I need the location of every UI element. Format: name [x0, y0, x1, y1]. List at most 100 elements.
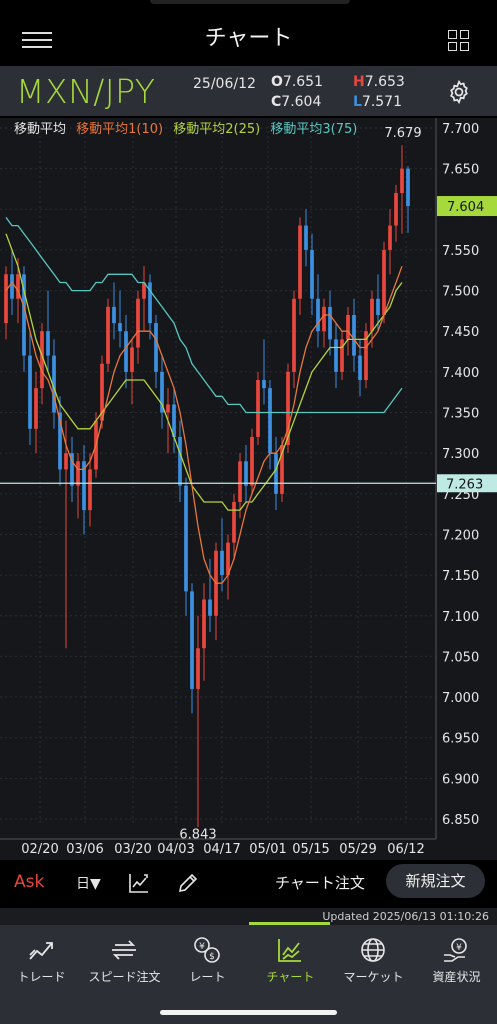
candlestick-chart[interactable]: 7.7007.6507.6007.5507.5007.4507.4007.350…: [0, 118, 497, 860]
candle-body: [388, 225, 392, 250]
page-title: チャート: [204, 26, 293, 51]
ma1-legend: 移動平均1(10): [76, 122, 164, 137]
chart-toolbar: Ask 日▼ チャート注文 新規注文: [0, 860, 497, 908]
tab-rate-label: レート: [189, 970, 226, 984]
candle-body: [220, 550, 224, 576]
candle-body: [58, 412, 62, 470]
candle-body: [238, 461, 242, 502]
high-price: H7.653: [353, 74, 405, 90]
tab-speed-order[interactable]: スピード注文: [83, 925, 166, 995]
chart-order-button[interactable]: チャート注文: [275, 874, 365, 892]
candle-body: [88, 469, 92, 511]
candle-body: [154, 323, 158, 372]
y-tick-label: 6.950: [442, 732, 479, 747]
tab-market[interactable]: マーケット: [332, 925, 415, 995]
price-line-tag: [437, 474, 497, 493]
y-tick-label: 7.200: [442, 528, 479, 543]
notch: [150, 0, 350, 4]
candle-body: [304, 225, 308, 250]
candle-body: [298, 225, 302, 299]
current-price-label: 7.604: [447, 200, 484, 215]
rate-icon: ¥$: [194, 937, 220, 963]
close-value: 7.604: [281, 94, 322, 110]
gear-icon[interactable]: [446, 79, 472, 105]
nav-bar: チャート: [0, 8, 497, 66]
ma-legend-title: 移動平均: [14, 122, 67, 137]
speed-order-icon: [112, 940, 136, 960]
candle-body: [148, 282, 152, 324]
ask-toggle[interactable]: Ask: [14, 872, 45, 892]
y-tick-label: 7.550: [442, 244, 479, 259]
tab-chart[interactable]: チャート: [249, 925, 332, 995]
candle-body: [292, 298, 296, 372]
tab-market-label: マーケット: [343, 970, 404, 984]
currency-pair[interactable]: MXN/JPY: [16, 72, 156, 111]
min-label: 6.843: [179, 828, 216, 843]
tab-assets[interactable]: ¥ 資産状況: [415, 925, 497, 995]
candle-body: [226, 542, 230, 576]
y-tick-label: 7.150: [442, 569, 479, 584]
candle-body: [232, 501, 236, 543]
candle-body: [178, 436, 182, 486]
candle-body: [142, 282, 146, 299]
tab-trade[interactable]: トレード: [0, 925, 83, 995]
candle-body: [406, 168, 410, 207]
candle-body: [334, 339, 338, 372]
candle-body: [4, 274, 8, 324]
tab-rate[interactable]: ¥ $ レート: [166, 925, 249, 995]
assets-icon: ¥: [444, 938, 467, 962]
candle-body: [16, 274, 20, 299]
candle-body: [106, 306, 110, 364]
candle-body: [82, 461, 86, 511]
open-price: O7.651: [271, 74, 323, 90]
high-value: 7.653: [364, 74, 405, 90]
y-tick-label: 7.650: [442, 163, 479, 178]
candle-body: [244, 461, 248, 486]
candle-body: [190, 591, 194, 689]
candle-body: [346, 314, 350, 340]
indicator-chart-icon[interactable]: [127, 871, 151, 895]
candle-body: [256, 380, 260, 437]
x-tick-label: 04/03: [157, 842, 194, 857]
candle-body: [196, 648, 200, 689]
home-indicator: [160, 1010, 337, 1015]
y-tick-label: 6.850: [442, 813, 479, 828]
ma3-line: [5, 217, 403, 414]
period-select[interactable]: 日▼: [76, 876, 101, 892]
open-label: O: [271, 74, 283, 90]
pencil-icon[interactable]: [176, 871, 200, 895]
x-tick-label: 02/20: [21, 842, 58, 857]
candle-body: [322, 306, 326, 332]
candle-body: [46, 331, 50, 356]
ma-legend[interactable]: 移動平均 移動平均1(10) 移動平均2(25) 移動平均3(75): [14, 118, 363, 137]
grid-layout-icon[interactable]: [448, 30, 470, 52]
candle-body: [34, 388, 38, 429]
y-tick-label: 7.050: [442, 650, 479, 665]
ma3-legend: 移動平均3(75): [270, 122, 358, 137]
svg-text:$: $: [209, 952, 215, 962]
active-tab-indicator: [249, 922, 330, 925]
y-tick-label: 7.500: [442, 285, 479, 300]
candle-body: [364, 331, 368, 381]
x-tick-label: 03/06: [66, 842, 103, 857]
candle-body: [202, 599, 206, 649]
ma2-line: [5, 233, 403, 511]
y-tick-label: 7.300: [442, 447, 479, 462]
candle-body: [70, 453, 74, 486]
updated-timestamp: Updated 2025/06/13 01:10:26: [0, 908, 497, 925]
low-price: L7.571: [353, 94, 402, 110]
tab-chart-label: チャート: [266, 970, 315, 984]
tab-assets-label: 資産状況: [432, 970, 481, 984]
candle-body: [184, 485, 188, 592]
candle-body: [310, 249, 314, 299]
candle-body: [286, 371, 290, 446]
candle-body: [130, 347, 134, 372]
candle-body: [340, 339, 344, 372]
candle-body: [172, 404, 176, 437]
y-tick-label: 7.350: [442, 407, 479, 422]
candle-body: [268, 388, 272, 454]
x-tick-label: 06/12: [387, 842, 424, 857]
new-order-button[interactable]: 新規注文: [386, 864, 485, 898]
hamburger-menu-icon[interactable]: [22, 32, 52, 50]
x-tick-label: 05/15: [292, 842, 329, 857]
